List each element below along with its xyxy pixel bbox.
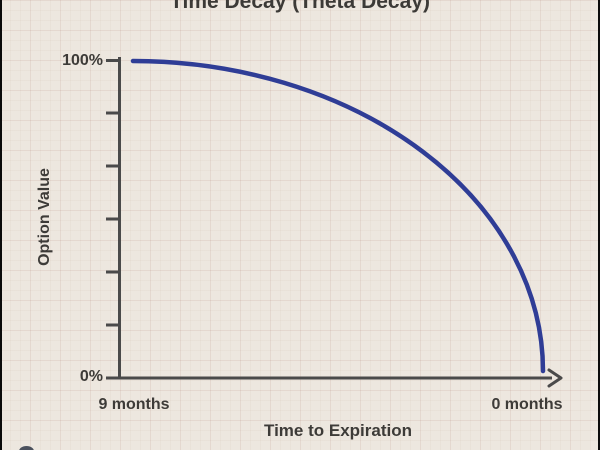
cropped-logo-fragment [19, 446, 34, 450]
x-tick-label-0-months: 0 months [491, 396, 563, 413]
y-axis-ticks [106, 59, 119, 327]
x-axis-arrowhead-icon [547, 368, 563, 388]
frame-edge-right [598, 0, 600, 450]
x-tick-label-9-months: 9 months [98, 396, 170, 413]
y-tick-label-100: 100% [62, 52, 103, 69]
chart-title: Time Decay (Theta Decay) [170, 0, 430, 13]
y-tick-label-0: 0% [79, 368, 103, 385]
decay-curve [130, 58, 546, 374]
x-axis-label: Time to Expiration [264, 421, 412, 440]
y-axis-label: Option Value [36, 168, 53, 266]
frame-edge-left [0, 0, 2, 450]
